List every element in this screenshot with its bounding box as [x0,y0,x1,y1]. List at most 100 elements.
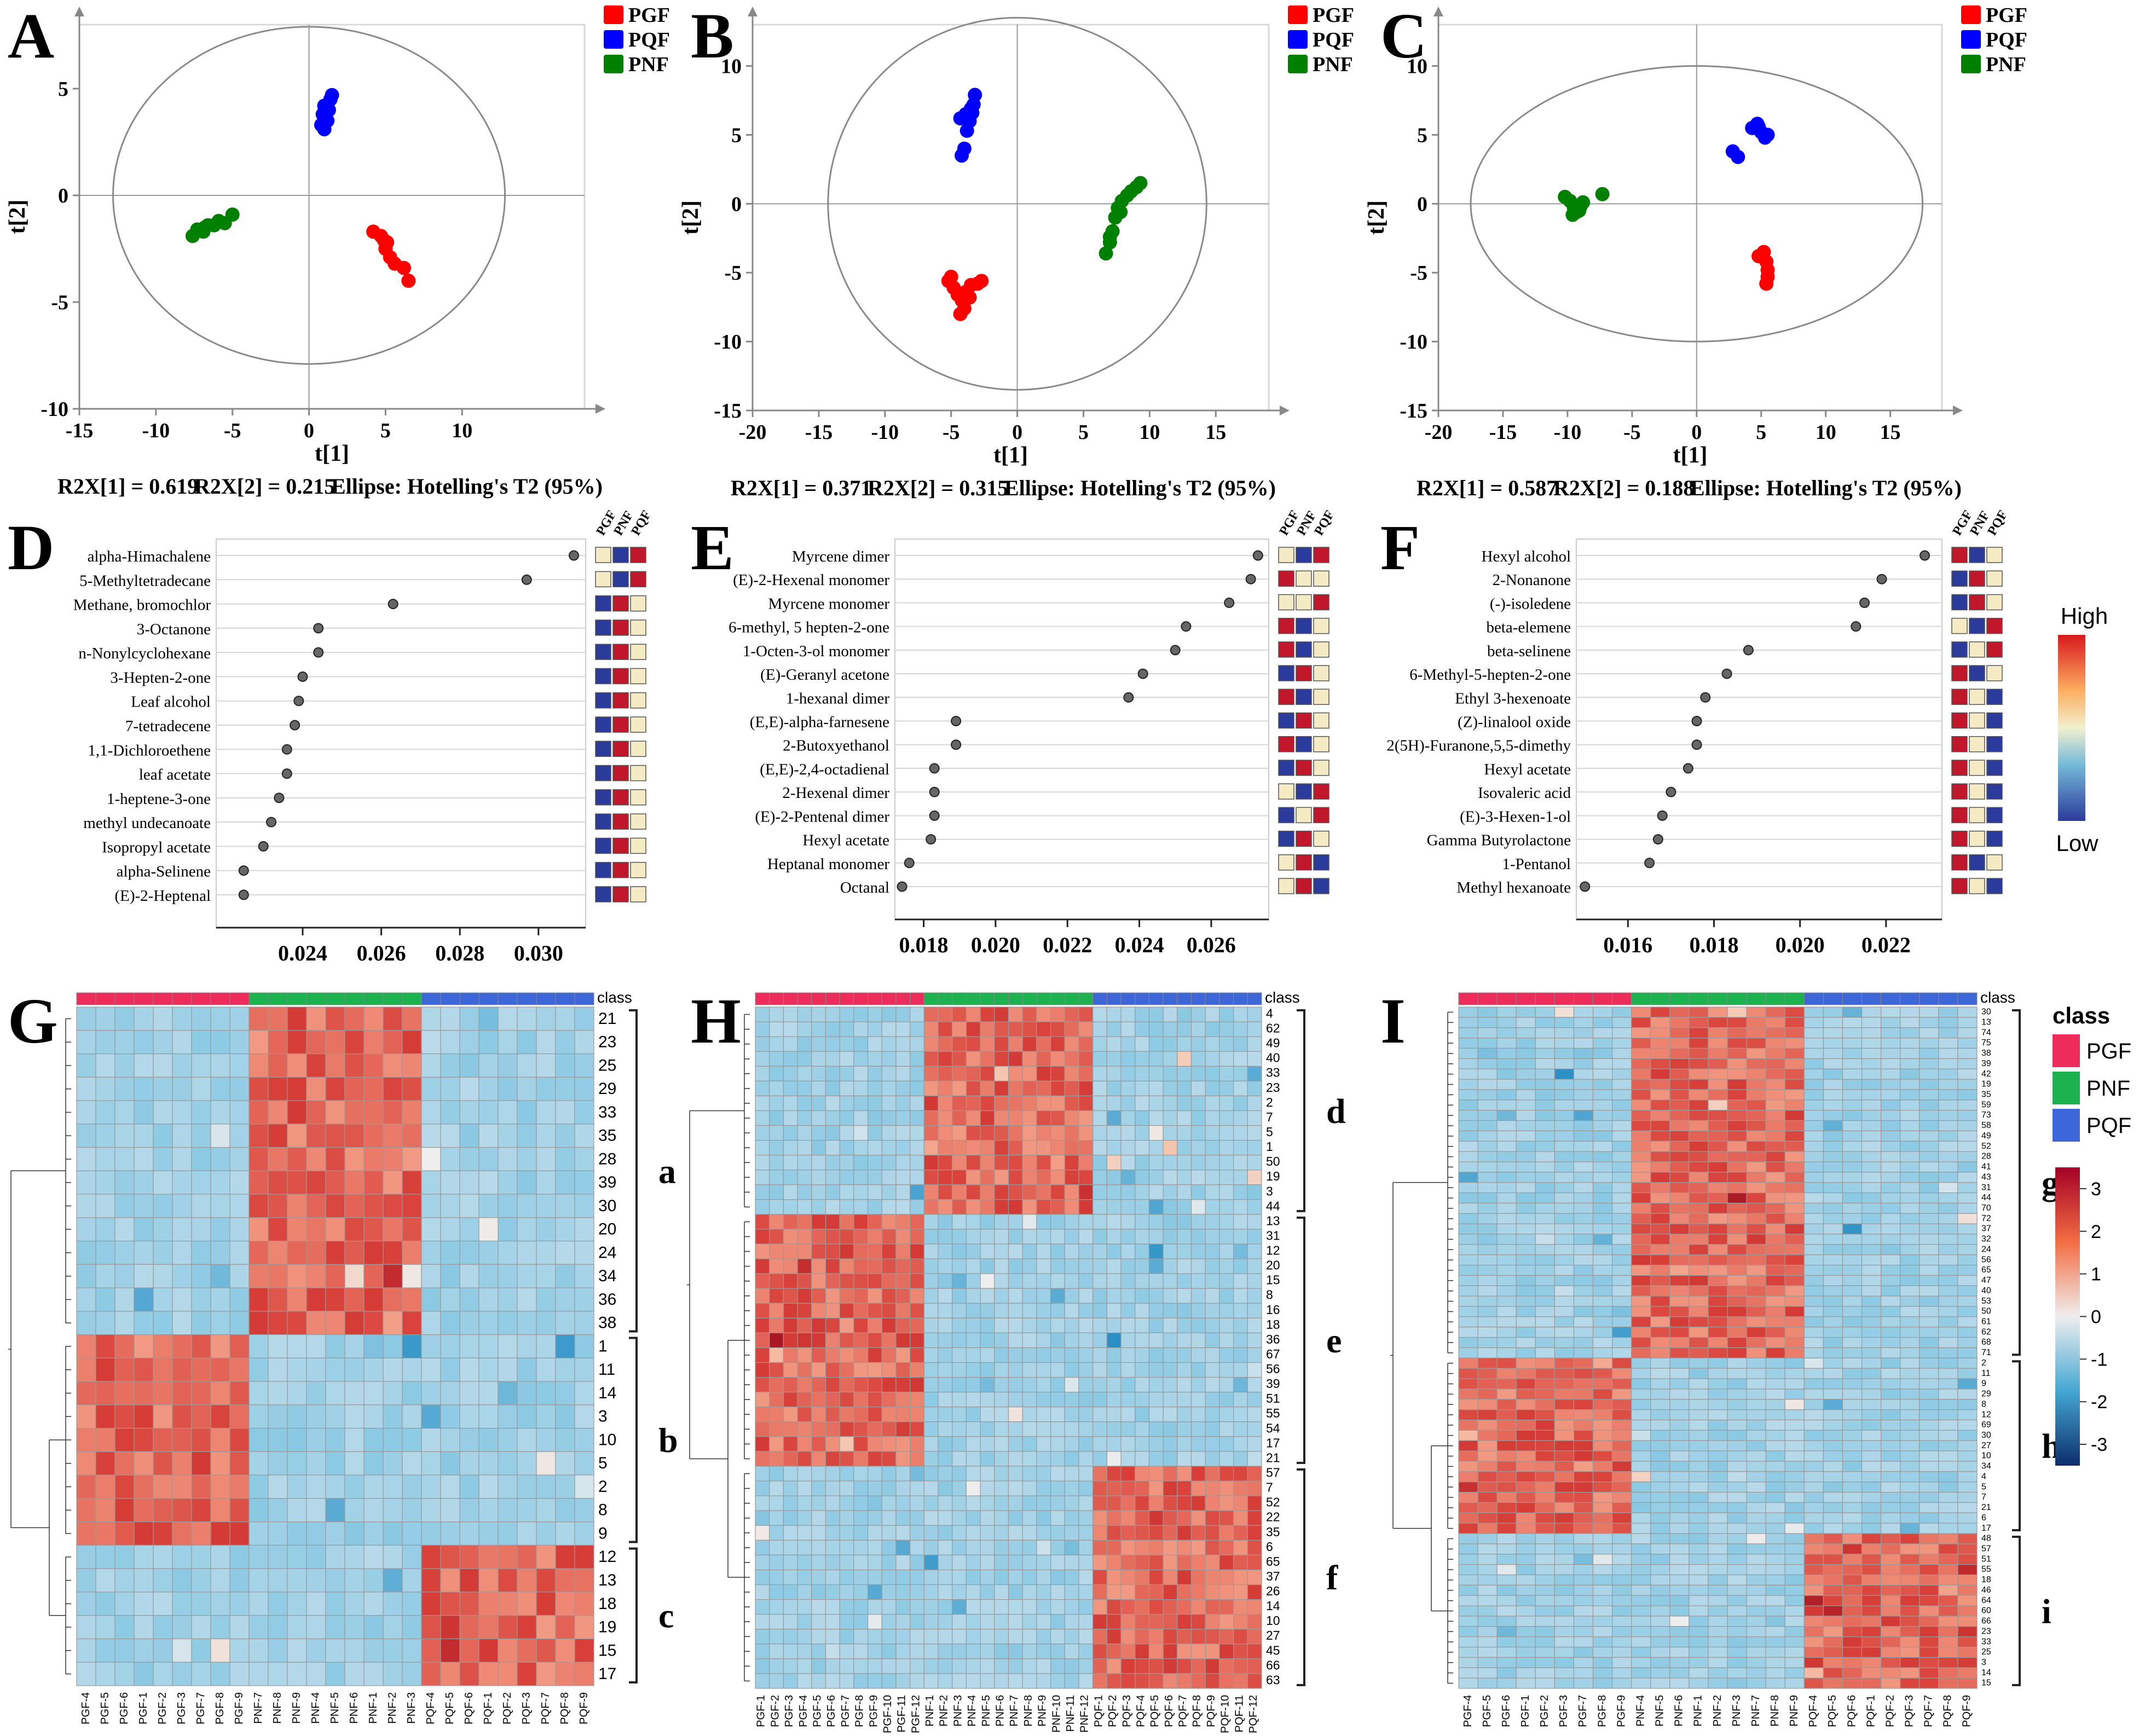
row-label: 49 [1266,1036,1280,1050]
class-cell [478,992,499,1005]
heatmap-cell [1861,1141,1882,1152]
heatmap-cell [797,1095,812,1112]
heatmap-cell [783,1332,798,1349]
heatmap-cell [980,1377,995,1393]
level-box [1278,547,1294,563]
heatmap-cell [853,1139,869,1156]
heatmap-cell [248,1053,269,1078]
importance-dot [1691,716,1702,726]
heatmap-cell [1205,1599,1220,1615]
heatmap-cell [229,1311,250,1335]
heatmap-cell [769,1273,784,1289]
heatmap-cell [1727,1006,1747,1018]
heatmap-cell [1592,1368,1613,1379]
class-cell [966,992,981,1005]
heatmap-cell [76,1428,96,1453]
heatmap-cell [1092,1392,1107,1408]
heatmap-cell [1861,1110,1882,1121]
heatmap-cell [1957,1234,1978,1245]
heatmap-cell [134,1124,154,1148]
heatmap-cell [306,1124,326,1148]
heatmap-cell [1092,1170,1107,1185]
heatmap-cell [1247,1525,1262,1541]
heatmap-cell [755,1170,770,1185]
importance-dot [297,671,308,682]
x-axis-title: t[1] [993,443,1028,468]
heatmap-cell [1957,1295,1978,1307]
heatmap-cell [517,1194,537,1218]
compound-label: (E)-3-Hexen-1-ol [1460,808,1571,825]
heatmap-cell [1573,1037,1594,1049]
heatmap-cell [938,1392,953,1408]
class-cell [1612,992,1632,1005]
level-box [1951,617,1968,634]
heatmap-cell [1135,1480,1150,1496]
heatmap-cell [1036,1006,1051,1022]
heatmap-cell [536,1170,556,1195]
heatmap-cell [421,1147,441,1171]
heatmap-cell [1247,1436,1262,1452]
score-point-PNF [1595,187,1610,201]
heatmap-cell [881,1139,897,1156]
heatmap-cell [1219,1540,1234,1556]
heatmap-cell [95,1381,115,1405]
heatmap-cell [1554,1399,1575,1410]
heatmap-cell [1881,1574,1901,1585]
heatmap-cell [440,1124,460,1148]
heatmap-cell [1233,1554,1248,1571]
heatmap-cell [1458,1440,1478,1451]
heatmap-cell [895,1392,911,1408]
row-label: 2 [1981,1358,1986,1368]
heatmap-cell [1611,1234,1632,1245]
compound-label: 2-Hexenal dimer [782,784,889,802]
heatmap-cell [1092,1110,1107,1126]
heatmap-cell [1036,1184,1051,1200]
panel-label-A: A [8,0,54,72]
heatmap-cell [1631,1533,1651,1544]
column-label: PNF-3 [406,1692,418,1724]
heatmap-cell [1669,1337,1690,1349]
heatmap-cell [1064,1229,1079,1245]
heatmap-cell [1708,1037,1728,1049]
heatmap-cell [1496,1368,1517,1379]
heatmap-cell [1919,1089,1939,1101]
heatmap-cell [867,1184,882,1200]
heatmap-cell [1881,1110,1901,1121]
compound-label: 1-heptene-3-one [107,790,211,808]
heatmap-cell [1611,1316,1632,1328]
heatmap-cell [478,1240,499,1265]
heatmap-cell [1861,1306,1882,1317]
heatmap-cell [1008,1066,1023,1081]
heatmap-cell [1631,1554,1651,1565]
heatmap-cell [1219,1392,1234,1408]
heatmap-cell [574,1217,594,1242]
heatmap-cell [1163,1377,1178,1393]
heatmap-cell [1765,1037,1785,1049]
heatmap-cell [363,1521,384,1546]
heatmap-cell [1784,1502,1805,1513]
heatmap-cell [1573,1399,1594,1410]
heatmap-cell [994,1347,1009,1363]
heatmap-cell [1022,1214,1037,1230]
heatmap-cell [1064,1362,1079,1378]
heatmap-cell [1919,1161,1939,1173]
heatmap-cell [421,1100,441,1125]
heatmap-cell [1631,1409,1651,1421]
heatmap-cell [1078,1436,1094,1452]
heatmap-cell [1611,1100,1632,1111]
class-cell [980,992,995,1005]
heatmap-cell [881,1554,897,1571]
heatmap-cell [825,1036,840,1052]
row-label: 40 [1266,1051,1280,1065]
heatmap-cell [853,1125,869,1141]
heatmap-cell [811,1466,826,1482]
level-box [1951,830,1968,847]
heatmap-cell [325,1381,345,1405]
heatmap-cell [1516,1068,1536,1080]
heatmap-cell [1163,1080,1178,1096]
heatmap-cell [1746,1327,1766,1338]
heatmap-cell [1689,1502,1709,1513]
heatmap-cell [1631,1616,1651,1627]
heatmap-cell [1746,1554,1766,1565]
heatmap-cell [517,1521,537,1546]
